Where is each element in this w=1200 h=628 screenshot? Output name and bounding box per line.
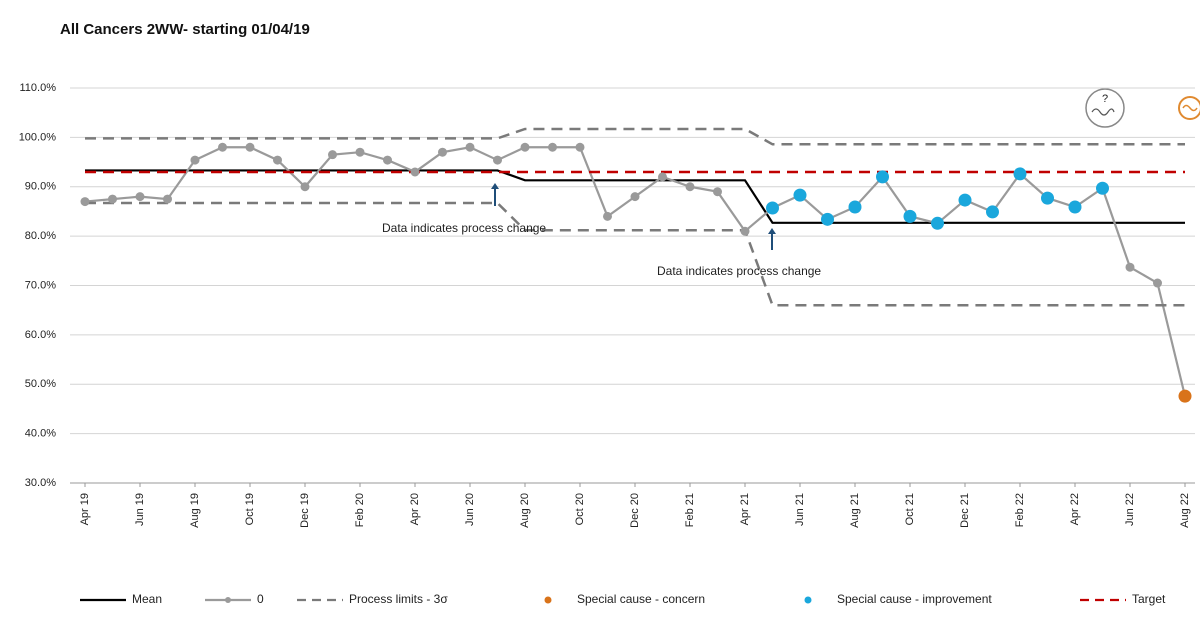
data-point (273, 155, 282, 165)
series-line (85, 201, 1185, 307)
x-tick-label: Oct 21 (904, 493, 916, 525)
legend-marker (225, 597, 231, 603)
data-point (190, 155, 200, 165)
x-tick-label: Aug 22 (1179, 493, 1191, 528)
data-point (603, 211, 612, 221)
data-point (1096, 181, 1109, 195)
x-tick-label: Jun 21 (794, 493, 806, 526)
data-point (218, 142, 227, 152)
x-tick-label: Oct 19 (244, 493, 256, 525)
icon-text: ? (1102, 93, 1108, 105)
x-tick-label: Aug 19 (189, 493, 201, 528)
x-tick-label: Jun 22 (1124, 493, 1136, 526)
data-point (520, 142, 530, 152)
data-point (163, 194, 172, 204)
data-point (383, 155, 392, 165)
y-tick-label: 70.0% (25, 279, 56, 291)
series-line (85, 127, 1185, 146)
data-point (931, 216, 944, 230)
annotation-arrowhead (768, 228, 776, 234)
data-point (245, 142, 255, 152)
x-tick-label: Apr 21 (739, 493, 751, 525)
data-point (848, 200, 862, 214)
target-icon-wave (1182, 104, 1198, 112)
data-point (630, 192, 640, 202)
data-point (438, 147, 447, 157)
data-point (1153, 278, 1162, 288)
x-tick-label: Dec 20 (629, 493, 641, 528)
y-tick-label: 110.0% (20, 82, 57, 94)
data-point (658, 172, 667, 182)
data-point (493, 155, 502, 165)
series-line (85, 169, 1185, 224)
x-tick-label: Apr 22 (1069, 493, 1081, 525)
data-point (135, 192, 145, 202)
x-tick-label: Feb 20 (354, 493, 366, 527)
data-point (793, 188, 807, 202)
y-tick-label: 40.0% (25, 428, 56, 440)
variation-icon: ? (1085, 88, 1200, 128)
legend-marker (544, 596, 552, 604)
data-point (1125, 262, 1135, 272)
x-tick-label: Aug 21 (849, 493, 861, 528)
data-point (876, 170, 889, 184)
x-tick-label: Apr 20 (409, 493, 421, 525)
annotation-arrowhead (491, 183, 499, 189)
data-point (80, 197, 90, 207)
data-point (1068, 200, 1082, 214)
chart-title: All Cancers 2WW- starting 01/04/19 (60, 21, 310, 38)
icon-wave (1091, 108, 1115, 116)
x-tick-label: Feb 21 (684, 493, 696, 527)
data-point (410, 167, 420, 177)
data-point (766, 201, 779, 215)
data-point (1041, 191, 1054, 205)
x-tick-label: Aug 20 (519, 493, 531, 528)
data-point (328, 150, 337, 160)
legend-marker (804, 596, 812, 604)
legend-label: Target (1132, 592, 1166, 606)
data-point (903, 209, 917, 223)
y-tick-label: 60.0% (25, 329, 56, 341)
data-point (821, 212, 834, 226)
data-point (958, 193, 972, 207)
x-tick-label: Oct 20 (574, 493, 586, 525)
icon-circle (1085, 88, 1125, 128)
y-tick-label: 90.0% (25, 181, 56, 193)
legend-label: Special cause - improvement (837, 592, 992, 606)
data-point (986, 205, 999, 219)
y-tick-label: 50.0% (25, 378, 56, 390)
x-tick-label: Feb 22 (1014, 493, 1026, 527)
legend-label: Mean (132, 592, 162, 606)
legend-label: 0 (257, 592, 264, 606)
data-point (108, 194, 117, 204)
x-tick-label: Jun 20 (464, 493, 476, 526)
x-tick-label: Jun 19 (134, 493, 146, 526)
data-point (740, 226, 750, 236)
x-tick-label: Apr 19 (79, 493, 91, 525)
y-tick-label: 100.0% (19, 131, 57, 143)
data-point (1013, 167, 1027, 181)
data-point (1178, 389, 1192, 403)
data-point (575, 142, 585, 152)
data-point (300, 182, 310, 192)
x-tick-label: Dec 19 (299, 493, 311, 528)
x-tick-label: Dec 21 (959, 493, 971, 528)
legend-label: Process limits - 3σ (349, 592, 448, 606)
legend-label: Special cause - concern (577, 592, 705, 606)
data-point (713, 187, 722, 197)
data-point (465, 142, 475, 152)
annotation: Data indicates process change (382, 221, 546, 235)
y-tick-label: 30.0% (25, 477, 56, 489)
data-point (355, 147, 365, 157)
y-tick-label: 80.0% (25, 230, 56, 242)
data-point (548, 142, 557, 152)
data-point (685, 182, 695, 192)
annotation: Data indicates process change (657, 264, 821, 278)
